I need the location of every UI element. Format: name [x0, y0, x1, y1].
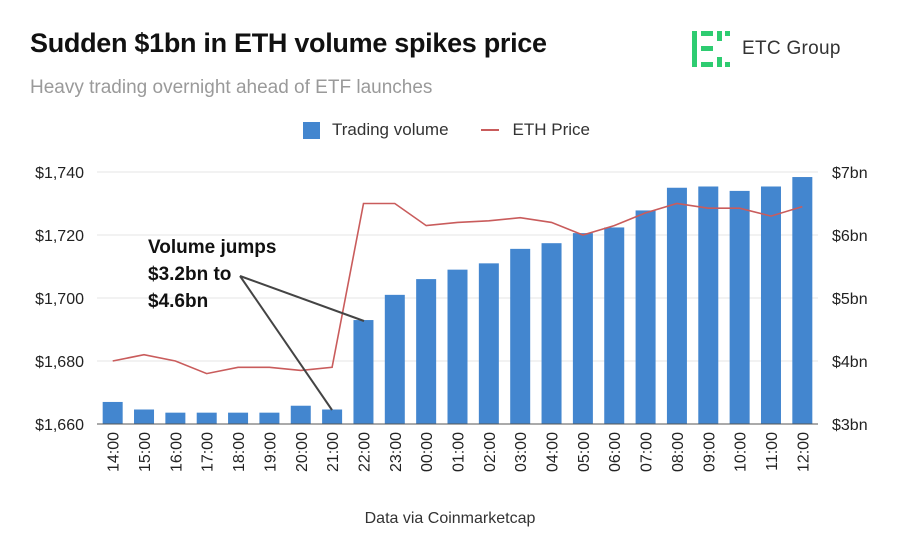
- annotation-arrow-to-21: [239, 275, 333, 411]
- legend-item-price: ETH Price: [480, 120, 591, 140]
- legend-label-volume: Trading volume: [332, 120, 449, 139]
- line-eth-price: [112, 202, 803, 375]
- x-tick-label: 05:00: [576, 432, 593, 472]
- y-left-tick-label: $1,740: [35, 165, 84, 182]
- x-tick-label: 06:00: [607, 432, 624, 472]
- x-tick-label: 12:00: [795, 432, 812, 472]
- bar-trading-volume: [478, 263, 499, 424]
- y-left-tick-label: $1,700: [35, 291, 84, 308]
- legend: Trading volume ETH Price: [303, 120, 622, 140]
- x-tick-label: 20:00: [294, 432, 311, 472]
- annotation-line-3: $4.6bn: [148, 291, 209, 312]
- chart-subtitle: Heavy trading overnight ahead of ETF lau…: [30, 77, 433, 98]
- x-tick-label: 08:00: [670, 432, 687, 472]
- legend-label-price: ETH Price: [512, 120, 591, 139]
- legend-swatch-price: [480, 129, 499, 131]
- x-tick-label: 17:00: [200, 432, 217, 472]
- y-right-tick-label: $6bn: [832, 228, 868, 245]
- x-tick-label: 19:00: [262, 432, 279, 472]
- bar-trading-volume: [698, 186, 719, 424]
- bar-trading-volume: [259, 412, 280, 424]
- bar-trading-volume: [353, 320, 374, 424]
- bar-trading-volume: [102, 401, 123, 424]
- bar-trading-volume: [729, 190, 750, 424]
- bar-trading-volume: [760, 186, 781, 424]
- annotation-line-2: $3.2bn to: [148, 264, 232, 285]
- brand-name: ETC Group: [742, 38, 841, 59]
- brand: ETC Group: [692, 30, 841, 68]
- y-right-tick-label: $4bn: [832, 354, 868, 371]
- x-tick-label: 10:00: [733, 432, 750, 472]
- bar-trading-volume: [541, 243, 562, 424]
- annotation-line-1: Volume jumps: [148, 237, 277, 258]
- bar-trading-volume: [510, 248, 531, 424]
- volume-annotation: Volume jumps $3.2bn to $4.6bn: [148, 234, 276, 315]
- x-tick-label: 23:00: [388, 432, 405, 472]
- x-tick-label: 22:00: [356, 432, 373, 472]
- x-tick-label: 15:00: [137, 432, 154, 472]
- bar-trading-volume: [134, 409, 155, 424]
- data-source: Data via Coinmarketcap: [364, 510, 536, 527]
- x-tick-label: 01:00: [451, 432, 468, 472]
- chart-title: Sudden $1bn in ETH volume spikes price: [30, 28, 547, 58]
- x-tick-label: 21:00: [325, 432, 342, 472]
- x-tick-label: 11:00: [764, 432, 781, 471]
- x-tick-label: 04:00: [545, 432, 562, 472]
- bar-trading-volume: [604, 227, 625, 424]
- y-left-tick-label: $1,660: [35, 417, 84, 434]
- x-tick-label: 03:00: [513, 432, 530, 472]
- bar-trading-volume: [635, 210, 656, 424]
- y-right-tick-label: $3bn: [832, 417, 868, 434]
- bar-trading-volume: [384, 294, 405, 424]
- legend-item-volume: Trading volume: [303, 120, 449, 140]
- bar-trading-volume: [666, 187, 687, 424]
- x-tick-label: 14:00: [106, 432, 123, 472]
- bar-trading-volume: [196, 412, 217, 424]
- y-left-tick-label: $1,720: [35, 228, 84, 245]
- bar-trading-volume: [290, 405, 311, 424]
- bar-trading-volume: [322, 409, 343, 424]
- etc-group-logo-icon: [692, 31, 730, 67]
- bar-trading-volume: [165, 412, 186, 424]
- bar-trading-volume: [447, 269, 468, 424]
- x-tick-label: 07:00: [639, 432, 656, 472]
- bar-trading-volume: [572, 233, 593, 424]
- x-tick-label: 00:00: [419, 432, 436, 472]
- annotation-arrow-to-22: [239, 275, 365, 322]
- x-tick-label: 18:00: [231, 432, 248, 472]
- y-right-tick-label: $5bn: [832, 291, 868, 308]
- bar-trading-volume: [792, 177, 813, 424]
- x-tick-label: 09:00: [701, 432, 718, 472]
- y-left-tick-label: $1,680: [35, 354, 84, 371]
- bar-trading-volume: [228, 412, 249, 424]
- legend-swatch-volume: [303, 121, 320, 139]
- bar-trading-volume: [416, 279, 437, 424]
- y-right-tick-label: $7bn: [832, 165, 868, 182]
- x-tick-label: 02:00: [482, 432, 499, 472]
- x-tick-label: 16:00: [168, 432, 185, 472]
